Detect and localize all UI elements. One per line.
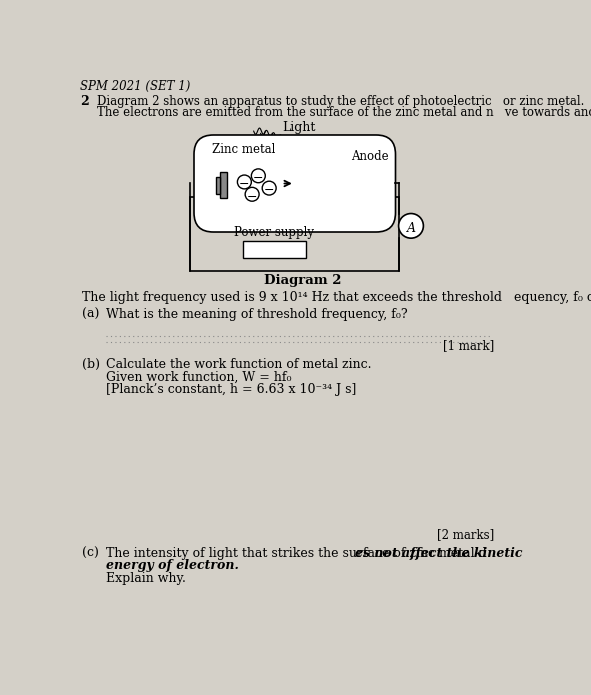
Text: energy of electron.: energy of electron. (106, 559, 239, 572)
Text: What is the meaning of threshold frequency, f₀?: What is the meaning of threshold frequen… (106, 309, 408, 321)
Text: Given work function, W = hf₀: Given work function, W = hf₀ (106, 370, 292, 384)
Text: (b): (b) (82, 359, 100, 371)
Text: SPM 2021 (SET 1): SPM 2021 (SET 1) (80, 79, 190, 92)
Text: Calculate the work function of metal zinc.: Calculate the work function of metal zin… (106, 359, 372, 371)
Circle shape (398, 213, 423, 238)
Text: Diagram 2: Diagram 2 (264, 274, 341, 286)
Circle shape (245, 188, 259, 202)
Text: Light: Light (282, 121, 316, 134)
Text: The light frequency used is 9 x 10¹⁴ Hz that exceeds the threshold   equency, f₀: The light frequency used is 9 x 10¹⁴ Hz … (82, 291, 591, 304)
Circle shape (262, 181, 276, 195)
Text: The intensity of light that strikes the surface of zinc metal d: The intensity of light that strikes the … (106, 547, 487, 560)
FancyBboxPatch shape (194, 135, 395, 232)
Text: es not affect the kinetic: es not affect the kinetic (355, 547, 523, 560)
Text: Power supply: Power supply (234, 226, 314, 239)
Text: 2: 2 (80, 95, 89, 108)
Bar (190, 197, 400, 270)
Bar (243, 241, 306, 258)
Circle shape (251, 169, 265, 183)
Text: −: − (239, 178, 249, 191)
Bar (216, 177, 220, 193)
Text: (a): (a) (82, 309, 99, 321)
Circle shape (238, 175, 251, 189)
Text: −: − (253, 172, 264, 185)
Text: −: − (264, 184, 274, 197)
Text: Zinc metal: Zinc metal (212, 142, 275, 156)
Bar (220, 172, 228, 198)
Text: Anode: Anode (351, 150, 389, 163)
Text: (c): (c) (82, 547, 99, 560)
Text: −: − (247, 190, 257, 204)
Text: [Planck’s constant, h = 6.63 x 10⁻³⁴ J s]: [Planck’s constant, h = 6.63 x 10⁻³⁴ J s… (106, 383, 357, 396)
Text: The electrons are emitted from the surface of the zinc metal and n   ve towards : The electrons are emitted from the surfa… (97, 106, 591, 119)
Text: Diagram 2 shows an apparatus to study the effect of photoelectric   or zinc meta: Diagram 2 shows an apparatus to study th… (97, 95, 584, 108)
Text: [2 marks]: [2 marks] (437, 528, 494, 541)
Text: Explain why.: Explain why. (106, 571, 186, 584)
Text: A: A (407, 222, 415, 236)
Text: [1 mark]: [1 mark] (443, 339, 494, 352)
